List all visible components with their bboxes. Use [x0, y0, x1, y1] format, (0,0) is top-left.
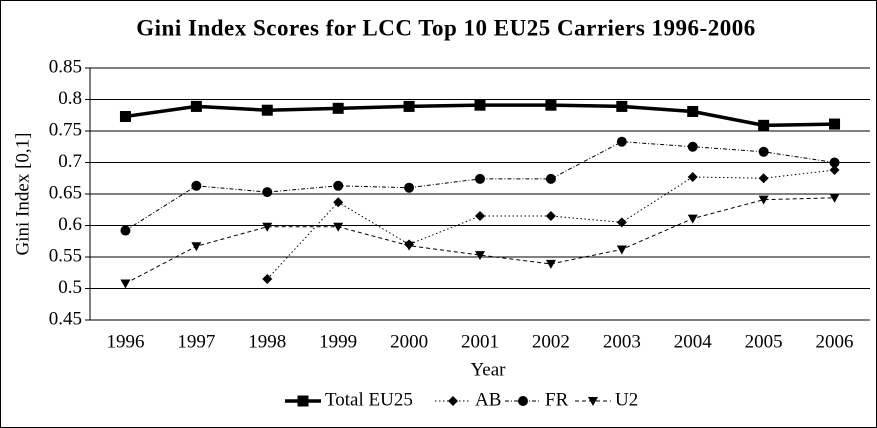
series-line [125, 197, 835, 284]
marker [616, 245, 627, 255]
y-tick-label: 0.8 [58, 88, 82, 109]
marker [119, 111, 131, 123]
x-tick-label: 1998 [248, 331, 286, 352]
marker [545, 259, 556, 269]
marker [333, 180, 344, 191]
marker [545, 99, 557, 111]
series-line [266, 169, 835, 280]
x-tick-label: 2004 [674, 331, 713, 352]
marker [297, 395, 309, 407]
marker [332, 102, 344, 114]
y-tick-label: 0.6 [58, 214, 82, 235]
x-tick-label: 2006 [816, 331, 854, 352]
x-tick-label: 2005 [745, 331, 783, 352]
legend-label: Total EU25 [325, 389, 413, 410]
marker [758, 195, 769, 205]
legend-label: FR [545, 389, 569, 410]
y-tick-label: 0.85 [49, 56, 82, 77]
marker [829, 193, 840, 203]
marker [475, 251, 485, 261]
x-tick-label: 2000 [390, 331, 428, 352]
marker [518, 396, 528, 406]
marker [758, 146, 769, 157]
x-tick-label: 1999 [319, 331, 357, 352]
marker [687, 141, 698, 152]
x-tick-label: 2002 [532, 331, 570, 352]
marker [448, 396, 458, 406]
x-axis-label: Year [470, 359, 506, 380]
marker [758, 173, 769, 184]
marker [120, 279, 131, 289]
x-tick-label: 2003 [603, 331, 641, 352]
y-tick-label: 0.45 [49, 308, 82, 329]
y-tick-label: 0.5 [58, 277, 82, 298]
marker [474, 99, 486, 111]
marker [687, 214, 698, 224]
series-line [125, 141, 835, 231]
x-tick-label: 1996 [106, 331, 144, 352]
marker [333, 222, 344, 232]
marker [545, 173, 556, 184]
marker [475, 173, 485, 184]
y-axis-label: Gini Index [0,1] [12, 133, 33, 256]
marker [829, 118, 841, 130]
marker [191, 242, 202, 252]
marker [262, 274, 273, 285]
y-tick-label: 0.55 [49, 245, 82, 266]
marker [616, 100, 628, 112]
marker [191, 180, 202, 191]
legend-label: AB [475, 389, 501, 410]
marker [829, 165, 840, 176]
marker [262, 187, 273, 198]
x-tick-label: 1997 [177, 331, 215, 352]
marker [475, 211, 485, 222]
y-tick-label: 0.75 [49, 119, 82, 140]
marker [404, 182, 415, 193]
legend-label: U2 [615, 389, 638, 410]
marker [687, 171, 698, 182]
marker [616, 217, 627, 228]
marker [262, 222, 273, 232]
marker [545, 211, 556, 222]
marker [687, 105, 699, 117]
x-tick-label: 2001 [461, 331, 499, 352]
marker [120, 225, 131, 236]
y-tick-label: 0.7 [58, 151, 82, 172]
marker [404, 241, 415, 251]
marker [588, 397, 598, 406]
marker [190, 100, 202, 112]
marker [261, 104, 273, 116]
marker [829, 157, 840, 168]
marker [333, 197, 344, 208]
marker [403, 100, 415, 112]
chart-title: Gini Index Scores for LCC Top 10 EU25 Ca… [136, 15, 755, 40]
marker [758, 119, 770, 131]
marker [616, 136, 627, 147]
y-tick-label: 0.65 [49, 182, 82, 203]
